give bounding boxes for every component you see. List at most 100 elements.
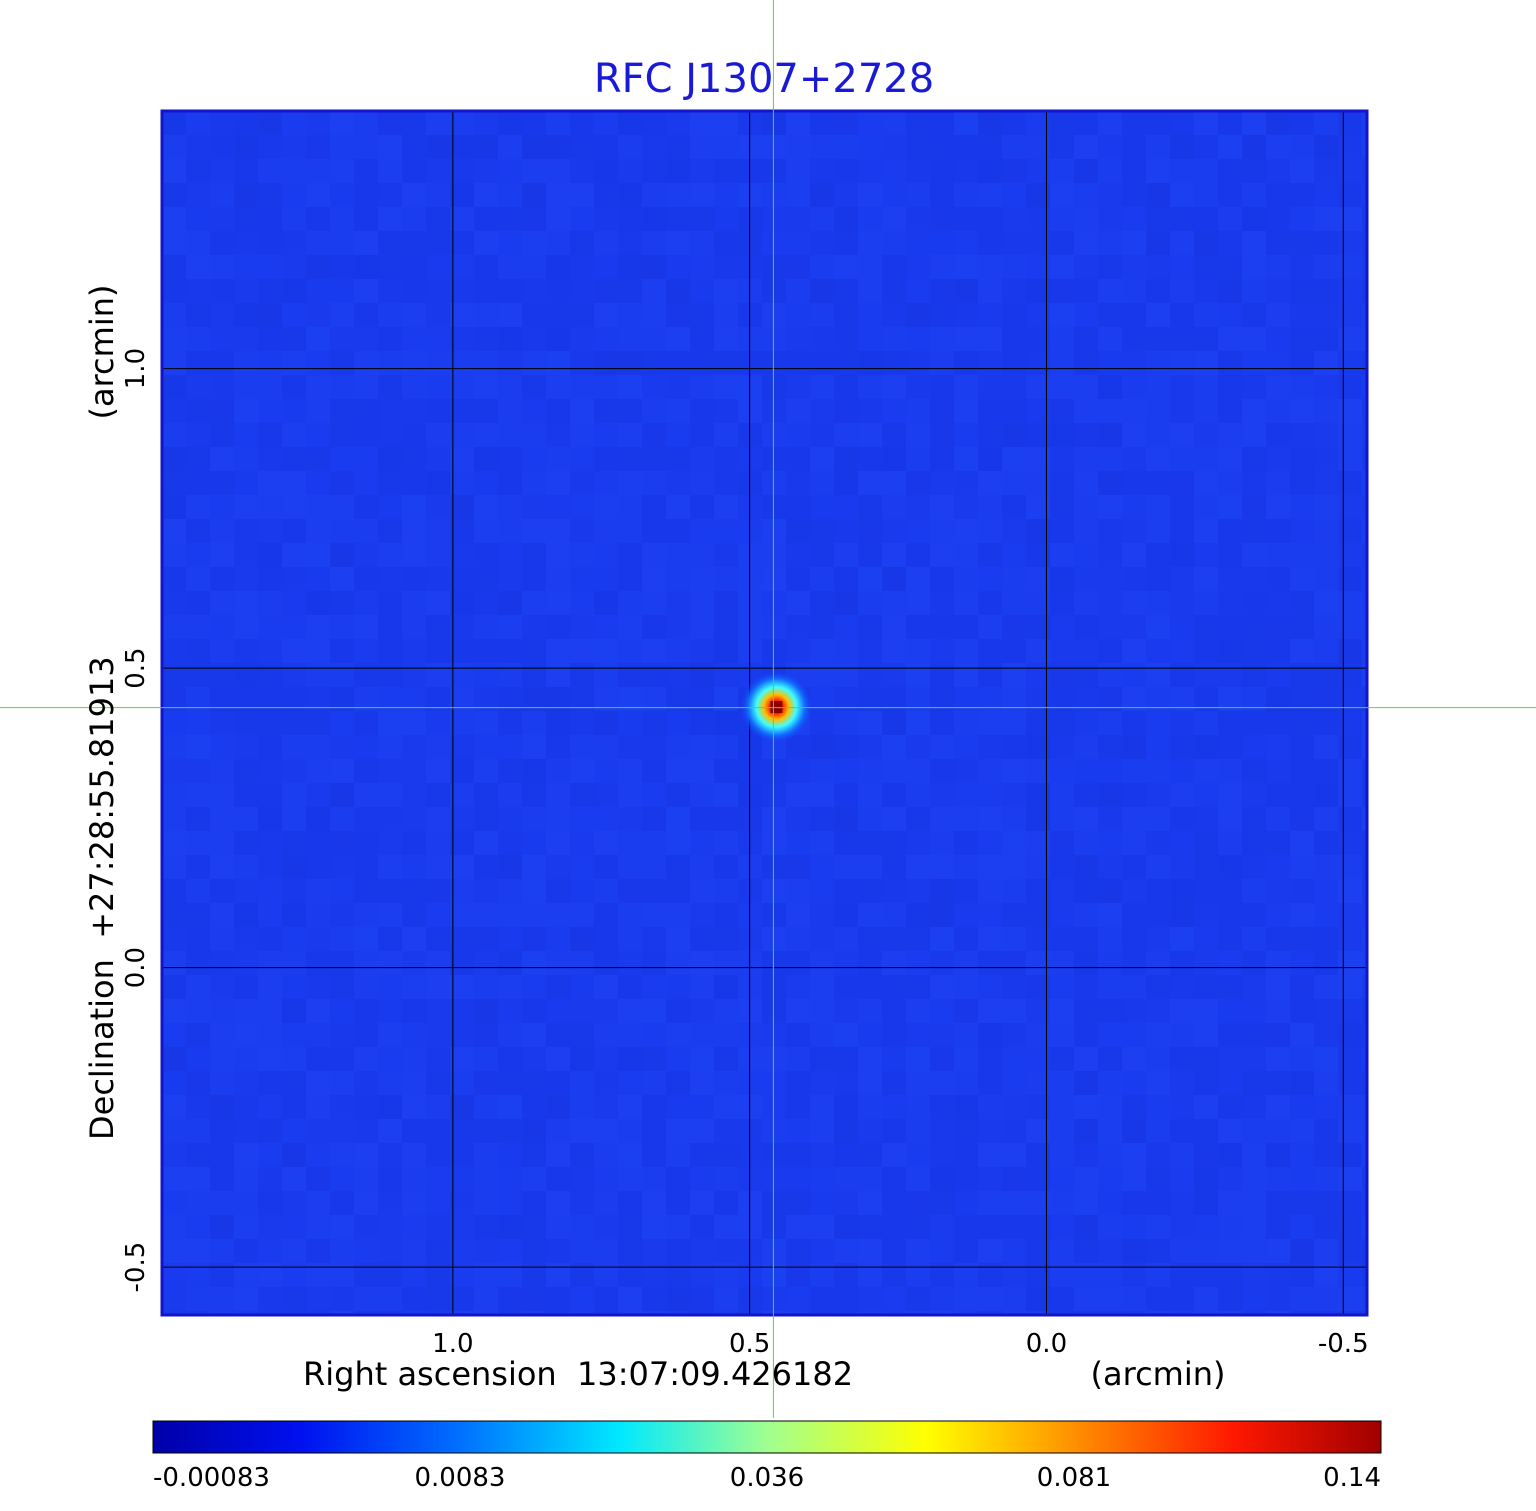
noise-cell [282,975,306,999]
noise-cell [354,1119,378,1143]
noise-cell [282,543,306,567]
noise-cell [1194,567,1218,591]
noise-cell [1362,1023,1367,1047]
noise-cell [498,855,522,879]
noise-cell [666,831,690,855]
noise-cell [186,711,210,735]
noise-cell [402,951,426,975]
noise-cell [834,471,858,495]
noise-cell [378,399,402,423]
noise-cell [210,831,234,855]
noise-cell [714,687,738,711]
noise-cell [810,351,834,375]
noise-cell [1074,423,1098,447]
noise-cell [1002,423,1026,447]
noise-cell [1194,807,1218,831]
noise-cell [930,711,954,735]
noise-cell [1194,663,1218,687]
noise-cell [402,543,426,567]
noise-cell [1266,591,1290,615]
noise-cell [954,495,978,519]
noise-cell [354,327,378,351]
noise-cell [810,711,834,735]
noise-cell [282,807,306,831]
noise-cell [1002,351,1026,375]
noise-cell [1002,1023,1026,1047]
noise-cell [450,759,474,783]
noise-cell [1218,423,1242,447]
noise-cell [954,831,978,855]
noise-cell [714,231,738,255]
noise-cell [714,279,738,303]
noise-cell [234,351,258,375]
noise-cell [1218,111,1242,135]
noise-cell [858,831,882,855]
noise-cell [1314,1191,1338,1215]
noise-cell [642,927,666,951]
noise-cell [882,399,906,423]
noise-cell [1242,855,1266,879]
noise-cell [930,1047,954,1071]
noise-cell [834,999,858,1023]
noise-cell [858,639,882,663]
noise-cell [1290,975,1314,999]
noise-cell [1002,807,1026,831]
noise-cell [1098,735,1122,759]
noise-cell [1242,279,1266,303]
noise-cell [186,735,210,759]
noise-cell [1122,447,1146,471]
noise-cell [1122,1023,1146,1047]
noise-cell [714,1287,738,1311]
noise-cell [258,423,282,447]
noise-cell [714,663,738,687]
noise-cell [306,1047,330,1071]
noise-cell [1098,615,1122,639]
noise-cell [618,375,642,399]
noise-cell [282,855,306,879]
noise-cell [1218,255,1242,279]
noise-cell [810,1215,834,1239]
noise-cell [762,639,786,663]
noise-cell [402,783,426,807]
noise-cell [186,1287,210,1311]
noise-cell [666,687,690,711]
noise-cell [1122,1167,1146,1191]
noise-cell [594,447,618,471]
noise-cell [546,807,570,831]
noise-cell [1194,975,1218,999]
noise-cell [162,615,186,639]
noise-cell [1218,495,1242,519]
noise-cell [810,1023,834,1047]
noise-cell [474,1287,498,1311]
noise-cell [1218,231,1242,255]
noise-cell [354,1287,378,1311]
noise-cell [954,351,978,375]
noise-cell [834,351,858,375]
noise-cell [858,135,882,159]
noise-cell [714,207,738,231]
noise-cell [858,1191,882,1215]
noise-cell [618,735,642,759]
noise-cell [786,1215,810,1239]
noise-cell [642,543,666,567]
noise-cell [954,999,978,1023]
noise-cell [1242,207,1266,231]
noise-cell [426,327,450,351]
noise-cell [1218,999,1242,1023]
noise-cell [1146,375,1170,399]
noise-cell [234,1119,258,1143]
noise-cell [1146,1119,1170,1143]
noise-cell [1290,279,1314,303]
noise-cell [978,663,1002,687]
noise-cell [762,255,786,279]
noise-cell [330,1239,354,1263]
noise-cell [1338,903,1362,927]
noise-cell [1266,207,1290,231]
noise-cell [450,303,474,327]
noise-cell [618,303,642,327]
noise-cell [786,639,810,663]
noise-cell [1122,975,1146,999]
noise-cell [306,951,330,975]
noise-cell [906,159,930,183]
noise-cell [834,255,858,279]
